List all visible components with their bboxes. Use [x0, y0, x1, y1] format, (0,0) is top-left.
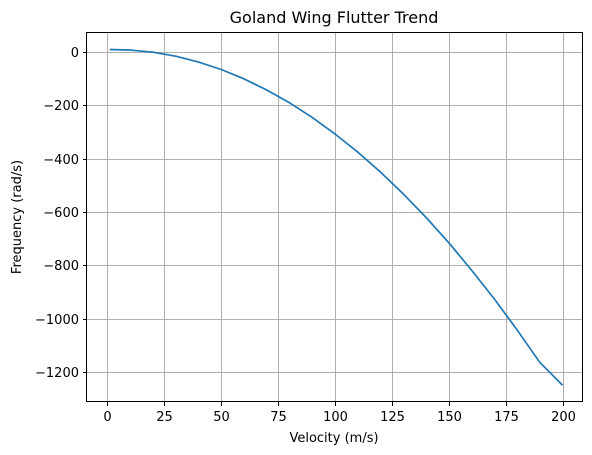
x-tick-label: 150 — [437, 410, 462, 425]
grid-layer — [87, 33, 583, 402]
y-tick-label: −200 — [43, 99, 79, 114]
y-axis-label: Frequency (rad/s) — [10, 160, 25, 274]
x-tick-label: 25 — [156, 410, 173, 425]
x-tick-label: 50 — [213, 410, 230, 425]
y-tick-label: −600 — [43, 206, 79, 221]
y-tick-label: −800 — [43, 259, 79, 274]
tick-layer: 0 25 50 75 100 125 150 175 200 0 −200 −400 −600 −800 −… — [35, 46, 576, 425]
y-tick-label: −400 — [43, 153, 79, 168]
series-line — [109, 48, 564, 386]
x-tick-label: 75 — [270, 410, 287, 425]
x-tick-label: 0 — [103, 410, 111, 425]
y-tick-label: −1000 — [35, 313, 79, 328]
x-tick-label: 175 — [494, 410, 519, 425]
chart-title: Goland Wing Flutter Trend — [230, 8, 439, 27]
y-tick-label: 0 — [71, 46, 79, 61]
plot-frame — [86, 32, 583, 402]
x-tick-label: 200 — [551, 410, 576, 425]
x-axis-label: Velocity (m/s) — [289, 431, 378, 446]
x-tick-label: 100 — [323, 410, 348, 425]
x-tick-label: 125 — [380, 410, 405, 425]
y-tick-label: −1200 — [35, 366, 79, 381]
series-layer — [109, 48, 564, 386]
